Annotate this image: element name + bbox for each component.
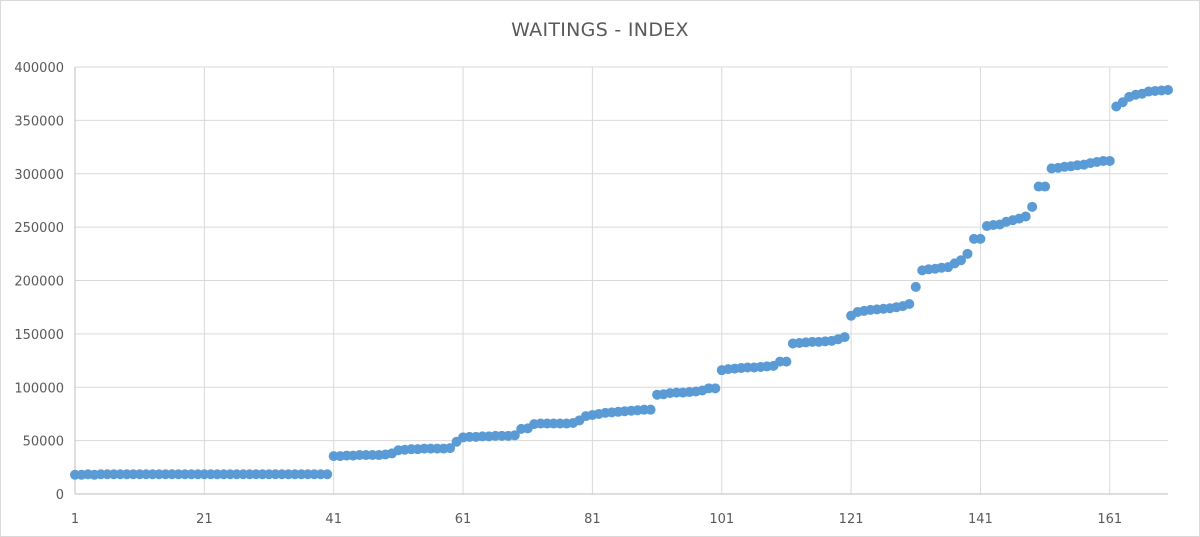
y-tick-label: 400000 [14, 61, 64, 76]
data-point [1104, 155, 1115, 166]
data-points [70, 84, 1173, 480]
data-point [839, 332, 850, 343]
x-tick-label: 101 [709, 512, 734, 527]
data-point [509, 430, 520, 441]
data-point [445, 443, 456, 454]
data-point [904, 298, 915, 309]
data-point [1163, 84, 1173, 95]
gridlines [75, 66, 1168, 494]
data-point [645, 404, 656, 415]
chart-title: WAITINGS - INDEX [511, 19, 689, 41]
axes [74, 67, 1168, 495]
x-tick-label: 21 [196, 512, 213, 527]
y-tick-label: 300000 [14, 168, 64, 183]
x-tick-label: 121 [839, 512, 864, 527]
x-tick-label: 41 [325, 512, 342, 527]
data-point [1020, 211, 1031, 222]
y-tick-labels: 0 50000 100000 150000 200000 250000 300000 3500… [14, 61, 64, 503]
x-tick-label: 141 [968, 512, 993, 527]
y-tick-label: 100000 [14, 381, 64, 396]
data-point [1040, 181, 1051, 192]
data-point [962, 248, 973, 259]
x-tick-label: 61 [455, 512, 472, 527]
data-point [956, 255, 967, 266]
y-tick-label: 200000 [14, 275, 64, 290]
y-tick-label: 250000 [14, 221, 64, 236]
y-tick-label: 50000 [23, 435, 64, 450]
x-tick-label: 161 [1097, 512, 1122, 527]
x-tick-labels: 1 21 41 61 81 101 121 141 161 [71, 512, 1122, 527]
data-point [710, 383, 721, 394]
data-point [781, 356, 792, 367]
x-tick-label: 81 [584, 512, 601, 527]
y-tick-label: 0 [56, 488, 64, 503]
y-tick-label: 350000 [14, 114, 64, 129]
x-tick-label: 1 [71, 512, 79, 527]
data-point [975, 233, 986, 244]
y-tick-label: 150000 [14, 328, 64, 343]
data-point [322, 469, 333, 480]
data-point [1027, 201, 1038, 212]
data-point [910, 281, 921, 292]
